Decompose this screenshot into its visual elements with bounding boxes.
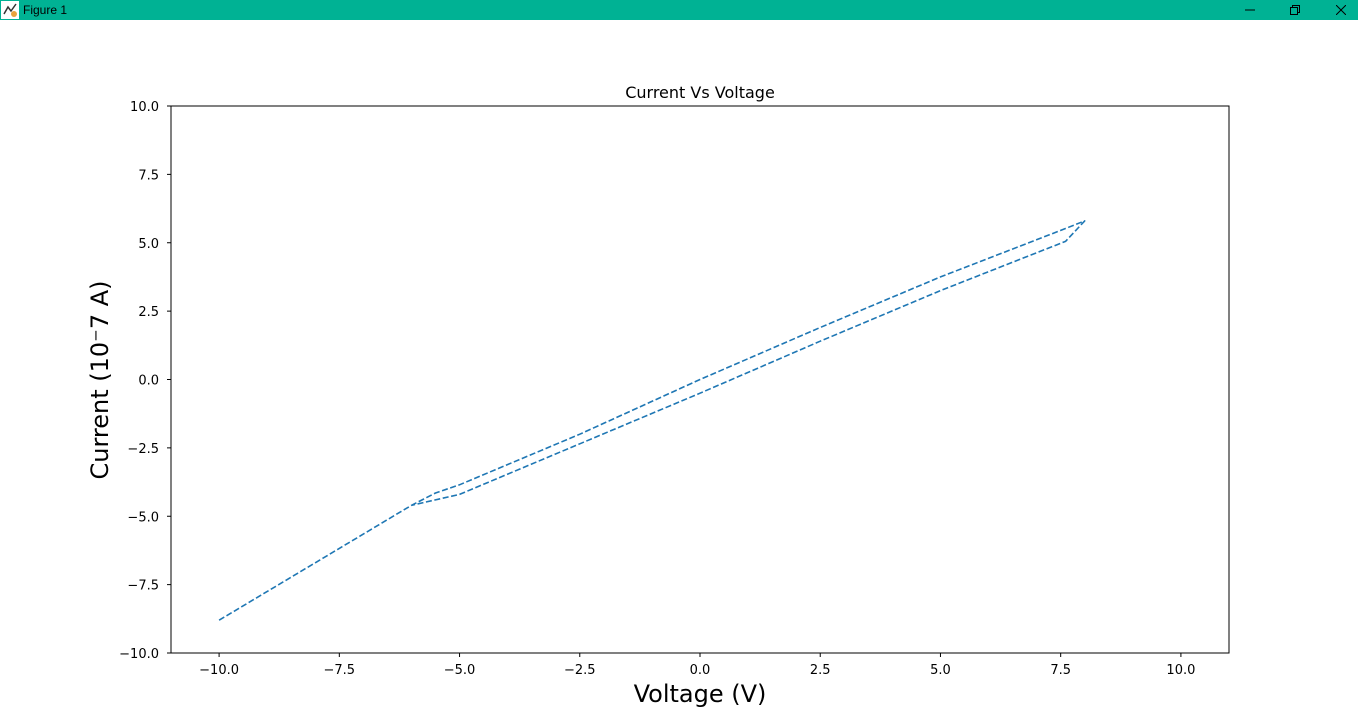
window-titlebar[interactable]: Figure 1 [0,0,1358,20]
x-tick-label: 2.5 [810,663,831,678]
figure-app-icon [1,1,19,19]
close-icon [1336,5,1346,15]
restore-icon [1290,5,1300,15]
y-tick-label: 0.0 [138,374,159,389]
y-tick-label: 2.5 [138,305,159,320]
y-axis-ticks: 10.0 7.5 5.0 2.5 0.0 −2.5 −5.0 −7.5 −10.0 [119,100,171,662]
window-title: Figure 1 [23,3,68,17]
x-axis-label: Voltage (V) [634,680,767,708]
x-axis-ticks: −10.0 −7.5 −5.0 −2.5 0.0 2.5 5.0 7.5 10.0 [199,653,1195,678]
y-tick-label: 10.0 [130,100,159,115]
y-axis-label: Current (10⁻7 A) [86,280,114,479]
y-tick-label: 5.0 [138,237,159,252]
x-tick-label: 10.0 [1166,663,1195,678]
y-tick-label: −7.5 [127,579,159,594]
x-tick-label: 5.0 [930,663,951,678]
chart: Current Vs Voltage −10.0 −7.5 −5.0 −2.5 0.0 2… [86,83,1230,708]
x-tick-label: 7.5 [1050,663,1071,678]
y-tick-label: 7.5 [138,168,159,183]
x-tick-label: 0.0 [690,663,711,678]
minimize-icon [1245,9,1255,11]
minimize-button[interactable] [1227,0,1273,20]
y-tick-label: −10.0 [119,647,159,662]
chart-marks [218,220,1086,621]
series-line-0 [218,220,1086,621]
y-tick-label: −5.0 [127,510,159,525]
chart-title: Current Vs Voltage [625,83,775,102]
x-tick-label: −10.0 [199,663,239,678]
y-tick-label: −2.5 [127,442,159,457]
figure-canvas: Current Vs Voltage −10.0 −7.5 −5.0 −2.5 0.0 2… [0,20,1358,720]
x-tick-label: −2.5 [564,663,596,678]
x-tick-label: −5.0 [444,663,476,678]
x-tick-label: −7.5 [324,663,356,678]
restore-button[interactable] [1272,0,1318,20]
close-button[interactable] [1318,0,1358,20]
